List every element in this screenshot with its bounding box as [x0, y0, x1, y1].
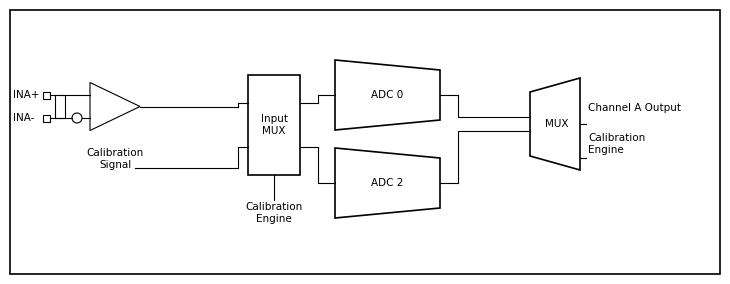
Circle shape — [72, 113, 82, 123]
Text: Channel A Output: Channel A Output — [588, 103, 681, 113]
Bar — [248, 75, 300, 175]
Text: Calibration
Engine: Calibration Engine — [588, 133, 645, 155]
Text: Calibration
Signal: Calibration Signal — [86, 148, 144, 170]
Text: ADC 2: ADC 2 — [372, 178, 404, 188]
Polygon shape — [90, 82, 140, 131]
Bar — [43, 91, 50, 99]
Bar — [43, 114, 50, 122]
Polygon shape — [335, 60, 440, 130]
Bar — [55, 95, 65, 118]
Text: Calibration
Engine: Calibration Engine — [245, 202, 303, 224]
Text: INA-: INA- — [13, 113, 34, 123]
Text: Input
MUX: Input MUX — [261, 114, 288, 136]
Text: INA+: INA+ — [13, 90, 39, 100]
Polygon shape — [335, 148, 440, 218]
Text: MUX: MUX — [545, 119, 569, 129]
Polygon shape — [530, 78, 580, 170]
Text: ADC 0: ADC 0 — [372, 90, 404, 100]
